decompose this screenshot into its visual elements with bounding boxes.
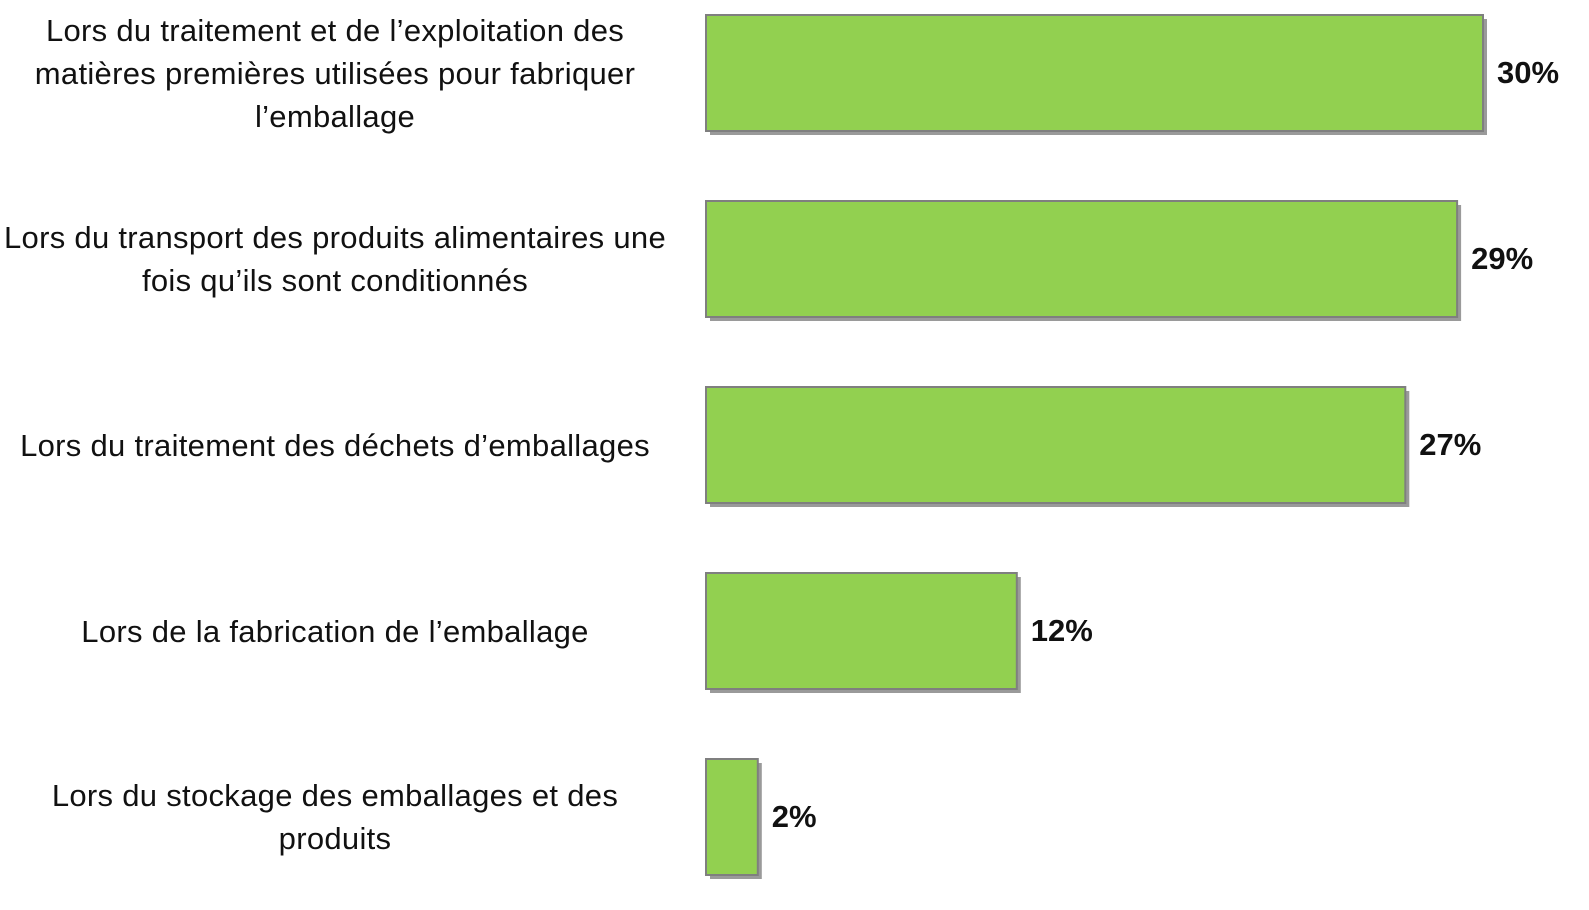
- bar: [705, 386, 1407, 504]
- bar: [705, 572, 1018, 690]
- value-label: 2%: [772, 799, 817, 834]
- category-label: Lors du traitement des déchets d’emballa…: [20, 427, 650, 463]
- bar: [705, 14, 1484, 132]
- value-label: 29%: [1471, 241, 1533, 276]
- category-label: Lors du stockage des emballages et des p…: [51, 778, 619, 856]
- value-label: 12%: [1031, 613, 1093, 648]
- bar: [705, 758, 759, 876]
- plot: 30% 29% 27% 12% 2%: [705, 14, 1559, 879]
- category-label: Lors du traitement et de l’exploitation …: [34, 12, 636, 134]
- bar: [705, 200, 1459, 318]
- category-label: Lors de la fabrication de l’emballage: [81, 613, 589, 649]
- value-label: 30%: [1497, 55, 1559, 90]
- value-label: 27%: [1419, 427, 1481, 462]
- category-label: Lors du transport des produits alimentai…: [3, 220, 666, 298]
- chart: 30% 29% 27% 12% 2% Lors du traitement et de …: [3, 12, 1559, 879]
